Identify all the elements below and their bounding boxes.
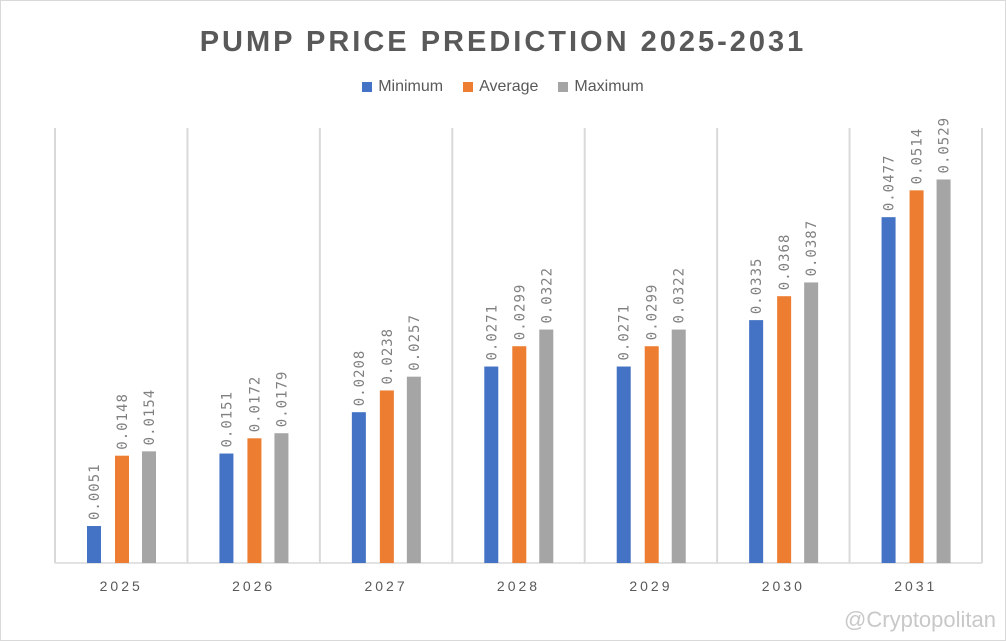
legend-swatch [362, 82, 373, 92]
data-label: 0.0154 [142, 389, 158, 446]
data-label: 0.0299 [512, 284, 528, 341]
bar-minimum [484, 366, 499, 563]
data-label: 0.0257 [407, 314, 423, 371]
bar-maximum [406, 376, 421, 563]
bar-minimum [87, 526, 101, 563]
data-label: 0.0322 [539, 267, 555, 324]
bar-maximum [274, 433, 289, 563]
legend-item-minimum: Minimum [362, 78, 443, 96]
bar-maximum [936, 179, 951, 563]
bar-minimum [351, 412, 366, 563]
x-tick-label: 2027 [364, 578, 407, 594]
legend-item-maximum: Maximum [558, 78, 644, 96]
bar-maximum [539, 329, 554, 563]
data-label: 0.0179 [274, 371, 290, 428]
data-label: 0.0151 [219, 391, 235, 448]
bar-minimum [219, 453, 234, 563]
chart-title: PUMP PRICE PREDICTION 2025-2031 [199, 26, 807, 58]
bar-minimum [616, 366, 631, 563]
data-label: 0.0368 [777, 234, 793, 291]
bar-average [644, 346, 659, 563]
bar-average [512, 346, 527, 563]
legend-label: Average [479, 78, 539, 95]
bar-maximum [142, 451, 156, 563]
bar-average [247, 438, 262, 563]
x-tick-label: 2026 [232, 578, 275, 594]
data-label: 0.0514 [910, 128, 926, 185]
x-tick-label: 2031 [894, 578, 937, 594]
bar-average [777, 296, 792, 563]
bar-average [115, 455, 129, 563]
x-tick-label: 2025 [100, 578, 143, 594]
legend-label: Maximum [574, 78, 644, 95]
data-label: 0.0148 [115, 393, 131, 450]
data-label: 0.0271 [484, 304, 500, 361]
watermark: @Cryptopolitan [844, 607, 996, 632]
legend: Minimum Average Maximum [0, 78, 1006, 96]
legend-swatch [558, 82, 569, 92]
data-label: 0.0172 [247, 376, 263, 433]
x-tick-label: 2029 [629, 578, 672, 594]
data-label: 0.0051 [87, 463, 103, 520]
data-label: 0.0322 [672, 267, 688, 324]
bar-average [909, 190, 924, 563]
data-label: 0.0387 [804, 220, 820, 277]
legend-swatch [463, 82, 474, 92]
data-label: 0.0299 [645, 284, 661, 341]
x-tick-label: 2028 [497, 578, 540, 594]
bar-average [379, 390, 394, 563]
bar-minimum [749, 320, 764, 563]
data-label: 0.0208 [352, 350, 368, 407]
data-label: 0.0477 [882, 155, 898, 212]
bar-maximum [804, 282, 819, 563]
legend-label: Minimum [378, 78, 444, 95]
data-label: 0.0238 [380, 328, 396, 385]
bar-maximum [671, 329, 686, 563]
x-tick-label: 2030 [762, 578, 805, 594]
bar-minimum [881, 217, 896, 564]
data-label: 0.0529 [937, 117, 953, 174]
data-label: 0.0335 [749, 258, 765, 315]
data-label: 0.0271 [617, 304, 633, 361]
legend-item-average: Average [463, 78, 538, 96]
